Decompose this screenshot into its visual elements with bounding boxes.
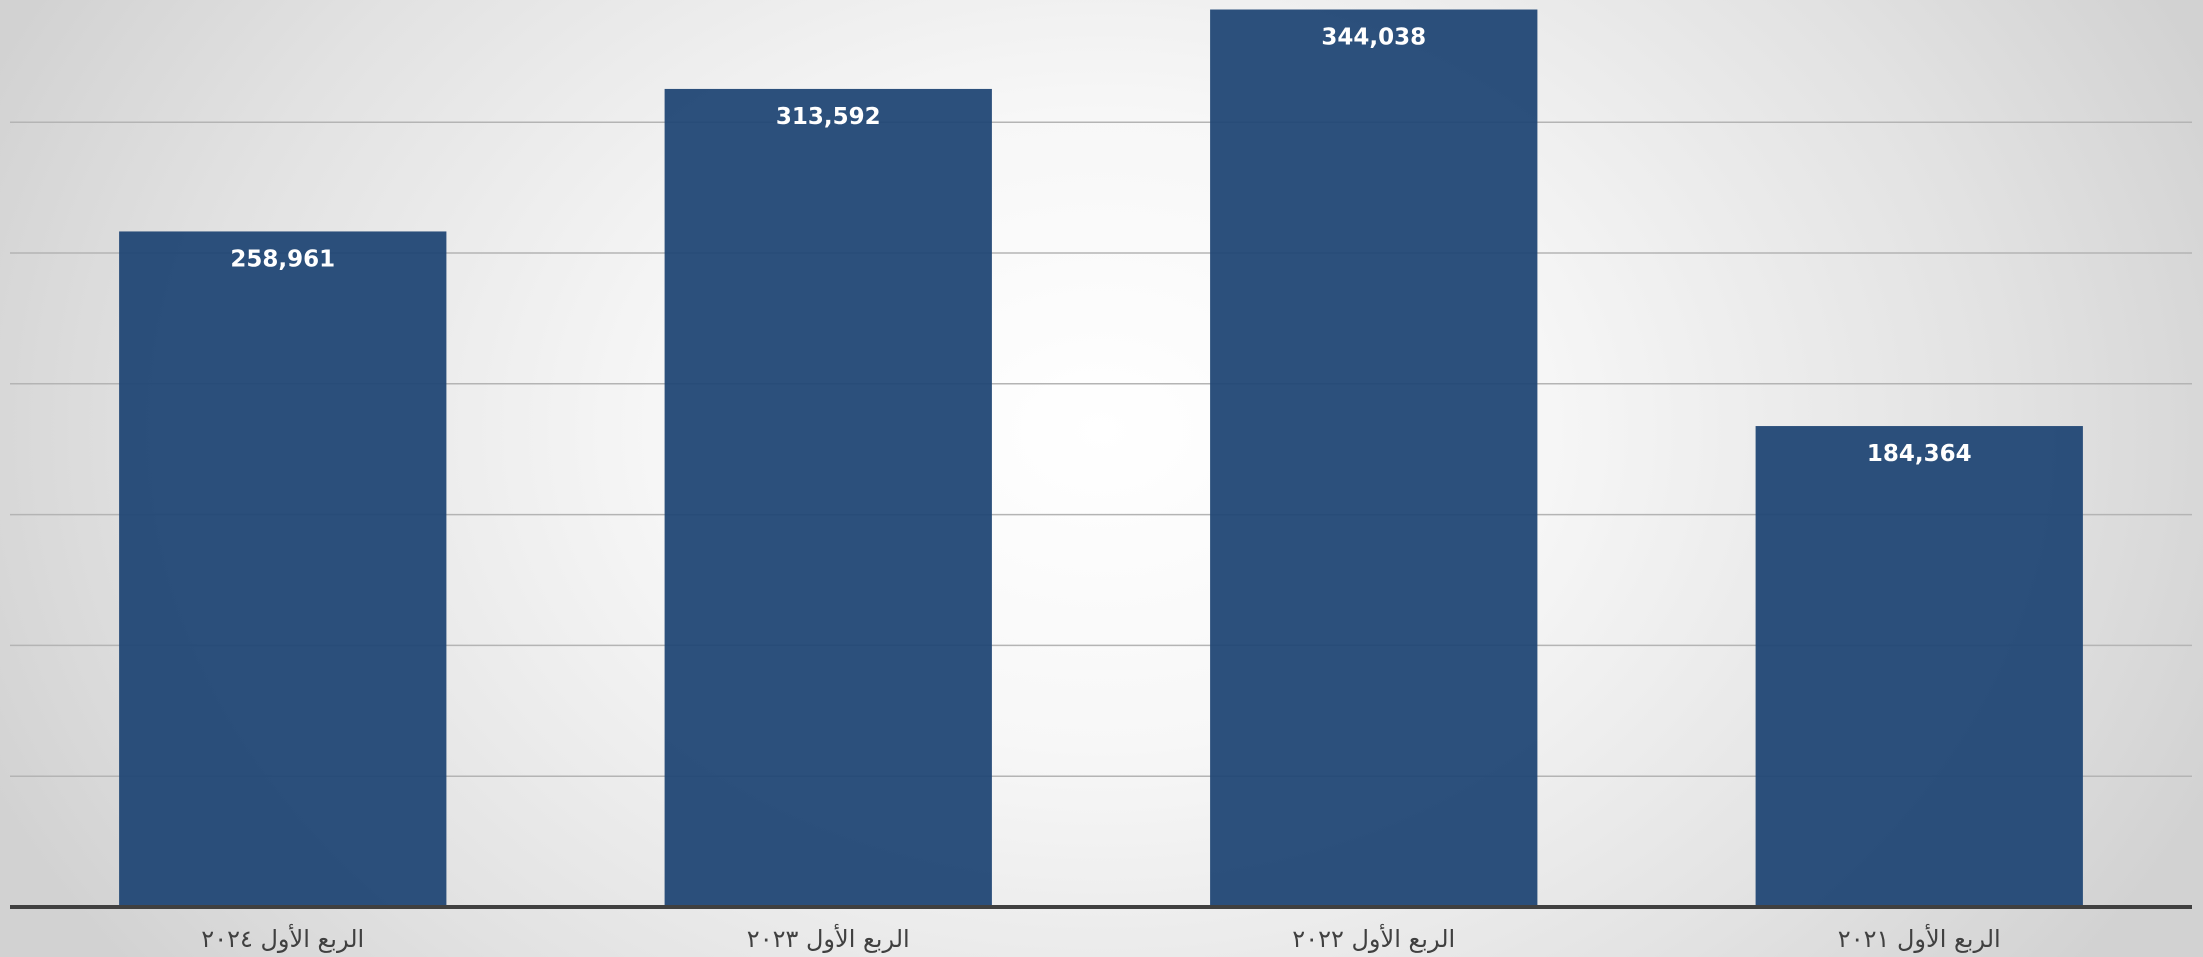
value-label-2: 313,592 (776, 104, 881, 130)
bar-1 (119, 231, 447, 907)
x-tick-label-4: الربع الأول ٢٠٢١ (1838, 924, 2001, 953)
x-tick-labels: الربع الأول ٢٠٢٤ الربع الأول ٢٠٢٣ الربع ال… (201, 924, 2000, 953)
x-tick-label-2: الربع الأول ٢٠٢٣ (747, 924, 910, 953)
value-label-3: 344,038 (1321, 25, 1426, 51)
bar-2 (664, 88, 992, 908)
bar-4 (1755, 426, 2083, 907)
data-labels: 258,961 313,592 344,038 184,364 (230, 25, 1971, 468)
value-label-4: 184,364 (1867, 441, 1972, 467)
value-label-1: 258,961 (230, 246, 335, 272)
bar-3 (1210, 9, 1538, 907)
x-tick-label-1: الربع الأول ٢٠٢٤ (201, 924, 364, 953)
x-tick-label-3: الربع الأول ٢٠٢٢ (1292, 924, 1455, 953)
bars (119, 9, 2083, 908)
